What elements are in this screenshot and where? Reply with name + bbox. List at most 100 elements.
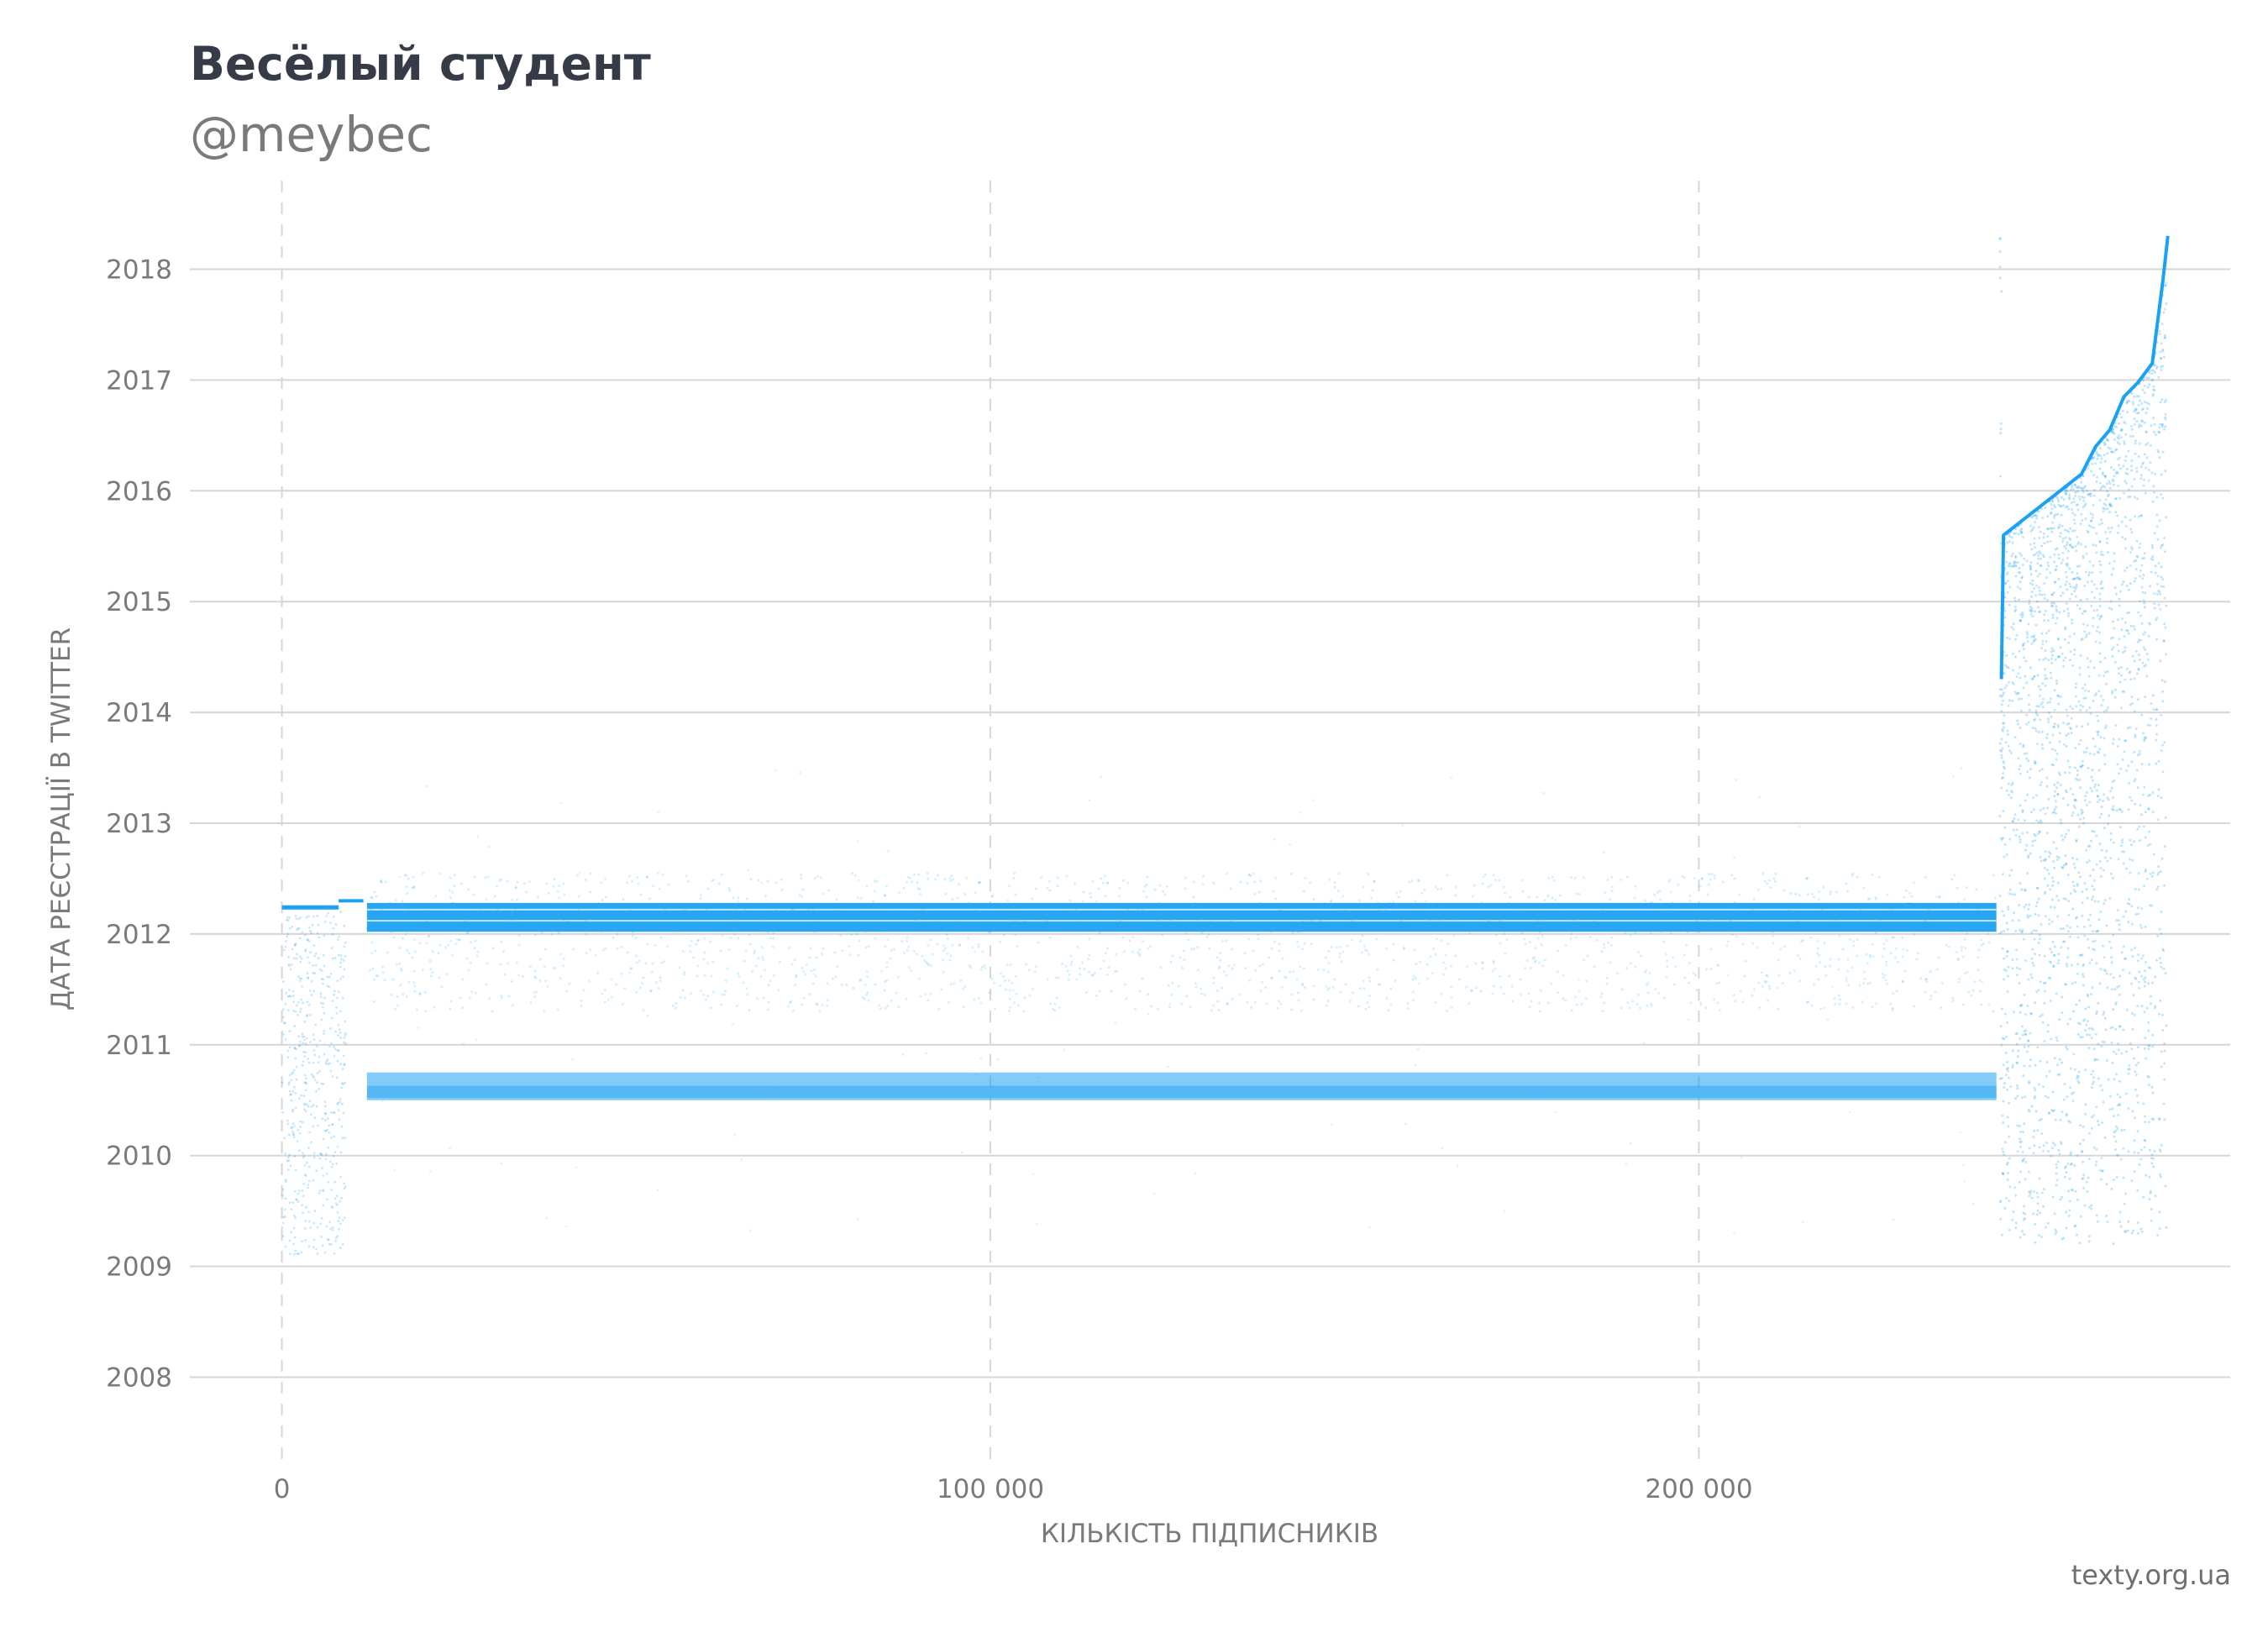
- data-point: [2125, 867, 2128, 870]
- data-point: [2113, 475, 2116, 478]
- data-point: [2162, 639, 2166, 643]
- data-point: [2071, 857, 2074, 859]
- data-point: [2116, 986, 2119, 989]
- data-point: [2082, 474, 2085, 477]
- data-point: [2054, 506, 2056, 509]
- data-point: [1022, 920, 1026, 923]
- data-point: [2117, 618, 2119, 622]
- data-point: [2001, 633, 2004, 637]
- data-point: [286, 1049, 290, 1053]
- data-point: [2033, 546, 2036, 549]
- data-point: [1336, 946, 1338, 949]
- data-point: [2023, 993, 2026, 996]
- data-point: [2150, 1085, 2154, 1089]
- data-point: [1520, 932, 1524, 935]
- data-point: [2147, 1047, 2150, 1051]
- data-point: [2016, 561, 2019, 564]
- data-point: [657, 987, 660, 990]
- data-point: [2118, 464, 2120, 467]
- data-point: [953, 982, 956, 985]
- data-point: [2061, 838, 2065, 842]
- data-point: [562, 964, 565, 968]
- data-point: [2112, 450, 2115, 454]
- data-point: [431, 950, 434, 953]
- data-point: [2078, 673, 2082, 676]
- data-point: [1164, 914, 1168, 917]
- data-point: [2155, 330, 2158, 333]
- data-point: [2117, 667, 2120, 670]
- data-point: [762, 996, 765, 1000]
- data-point: [1152, 1193, 1156, 1195]
- data-point: [2100, 806, 2103, 808]
- data-point: [2016, 1124, 2019, 1127]
- data-point: [1137, 907, 1140, 911]
- data-point: [2103, 727, 2107, 729]
- data-point: [2082, 686, 2084, 690]
- data-point: [1602, 942, 1605, 946]
- data-point: [1654, 988, 1657, 991]
- data-point: [2099, 736, 2103, 739]
- data-point: [422, 914, 425, 917]
- data-point: [2112, 796, 2115, 800]
- data-point: [2029, 513, 2032, 517]
- data-point: [2008, 874, 2011, 877]
- data-point: [2096, 714, 2099, 717]
- data-point: [800, 1003, 803, 1006]
- data-point: [323, 934, 326, 937]
- data-point: [2147, 1075, 2150, 1079]
- data-point: [2003, 767, 2006, 770]
- data-point: [2015, 1062, 2019, 1064]
- data-point: [2136, 497, 2139, 501]
- data-point: [2131, 1110, 2134, 1113]
- data-point: [1209, 903, 1212, 906]
- data-point: [2040, 780, 2043, 784]
- data-point: [333, 1197, 337, 1200]
- data-point: [2005, 1163, 2008, 1166]
- data-point: [963, 906, 967, 909]
- data-point: [733, 907, 737, 910]
- data-point: [732, 896, 735, 900]
- data-point: [720, 1003, 722, 1006]
- data-point: [491, 1010, 494, 1013]
- data-point: [291, 1071, 294, 1074]
- data-point: [2122, 491, 2125, 495]
- data-point: [2073, 798, 2076, 801]
- data-point: [2034, 517, 2038, 520]
- data-point: [2027, 856, 2029, 859]
- data-point: [1205, 935, 1209, 938]
- data-point: [2052, 591, 2055, 595]
- data-point: [294, 915, 297, 917]
- data-point: [2092, 609, 2096, 612]
- data-point: [1483, 873, 1487, 876]
- data-point: [559, 977, 562, 980]
- data-point: [2140, 974, 2143, 978]
- data-point: [2002, 772, 2005, 774]
- data-point: [742, 981, 745, 984]
- data-point: [2125, 628, 2128, 632]
- data-point: [2003, 623, 2006, 627]
- data-point: [302, 1060, 305, 1063]
- data-point: [2041, 517, 2045, 519]
- data-point: [2141, 388, 2145, 391]
- data-point: [1194, 1172, 1197, 1175]
- data-point: [1554, 898, 1557, 901]
- data-point: [2013, 893, 2016, 896]
- data-point: [1013, 919, 1016, 922]
- data-point: [2022, 648, 2025, 651]
- data-point: [2152, 364, 2155, 367]
- data-point: [2054, 658, 2057, 661]
- data-point: [2155, 708, 2159, 711]
- data-point: [1329, 899, 1332, 902]
- data-point: [2091, 769, 2094, 772]
- data-point: [767, 984, 770, 987]
- data-point: [822, 892, 825, 895]
- data-point: [326, 1128, 329, 1131]
- data-point: [461, 978, 465, 981]
- data-point: [2013, 690, 2017, 694]
- data-point: [2108, 562, 2111, 565]
- data-point: [1088, 937, 1091, 941]
- data-point: [631, 931, 634, 934]
- data-point: [902, 887, 906, 890]
- data-point: [1913, 932, 1916, 936]
- data-point: [292, 1010, 296, 1012]
